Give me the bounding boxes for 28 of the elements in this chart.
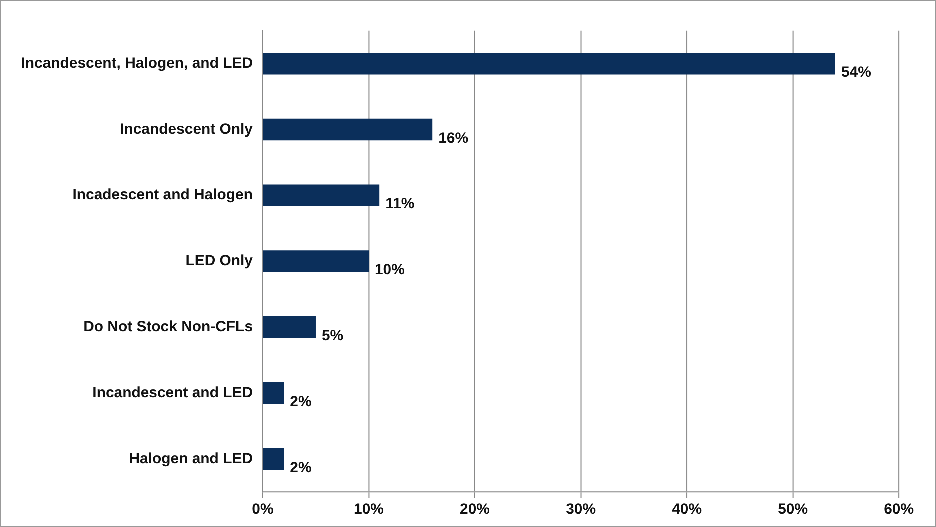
bar: [263, 184, 380, 206]
bar: [263, 382, 284, 404]
y-tick-label: Incandescent, Halogen, and LED: [21, 54, 254, 72]
data-label: 2%: [290, 393, 312, 410]
x-tick-label: 30%: [566, 501, 596, 518]
bar: [263, 118, 433, 141]
bar: [263, 250, 369, 272]
data-label: 11%: [386, 196, 415, 213]
y-tick-label: Incandescent Only: [120, 120, 254, 138]
bar: [263, 448, 284, 470]
data-label: 10%: [374, 262, 405, 279]
x-tick-label: 0%: [252, 501, 274, 518]
data-label: 5%: [322, 328, 344, 344]
x-tick-label: 50%: [778, 501, 808, 518]
y-tick-label: Do Not Stock Non-CFLs: [84, 318, 254, 336]
x-tick-label: 10%: [354, 501, 384, 518]
y-tick-label: Incandescent and LED: [92, 384, 254, 402]
data-label: 2%: [290, 459, 312, 476]
y-tick-label: Halogen and LED: [129, 450, 254, 468]
y-tick-label: LED Only: [186, 252, 254, 270]
x-tick-label: 60%: [884, 501, 914, 518]
data-label: 54%: [841, 64, 872, 81]
bar: [263, 52, 836, 75]
bar: [263, 316, 316, 338]
x-tick-label: 40%: [672, 501, 702, 518]
y-tick-label: Incadescent and Halogen: [72, 186, 254, 204]
x-tick-label: 20%: [460, 501, 490, 518]
data-label: 16%: [438, 130, 469, 147]
